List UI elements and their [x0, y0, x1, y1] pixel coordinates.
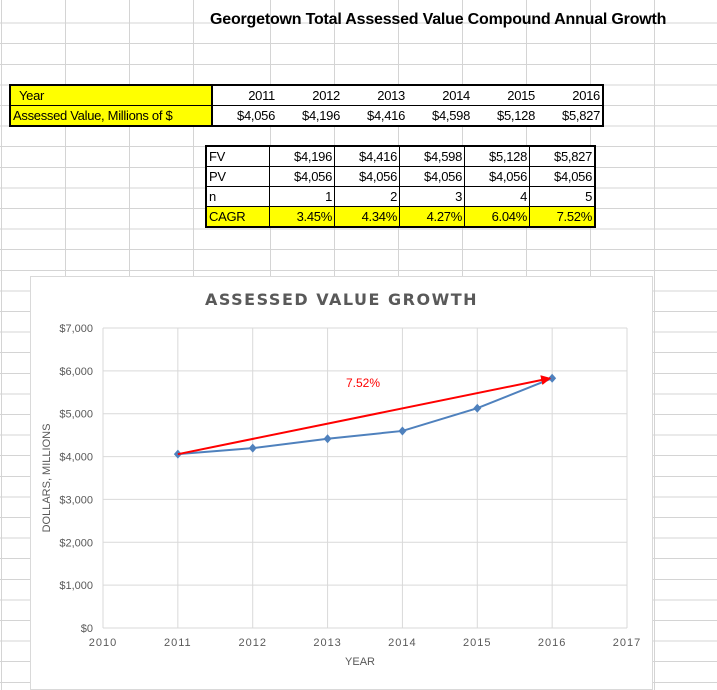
y-tick-label: $6,000	[59, 366, 93, 378]
table-cell[interactable]: $5,128	[464, 145, 530, 167]
y-tick-label: $2,000	[59, 537, 93, 549]
table-cell[interactable]: 4.27%	[399, 206, 465, 228]
table-cell[interactable]: 2	[334, 186, 400, 207]
assessed-value-table: Year 2011 2012 2013 2014 2015 2016 Asses…	[9, 84, 604, 127]
x-axis-label: YEAR	[345, 656, 375, 668]
value-cell[interactable]: $4,056	[212, 105, 278, 126]
table-cell[interactable]: 3	[399, 186, 465, 207]
table-row: PV $4,056 $4,056 $4,056 $4,056 $4,056	[205, 166, 596, 187]
chart-plot: $0 $1,000 $2,000 $3,000 $4,000 $5,000 $6,000 $7…	[41, 323, 641, 668]
cagr-arrow	[177, 375, 552, 456]
table-cell[interactable]: $4,056	[399, 166, 465, 187]
year-label[interactable]: Year	[10, 85, 213, 106]
data-point	[248, 443, 257, 453]
table-cell[interactable]: 5	[529, 186, 596, 207]
y-tick-label: $1,000	[59, 580, 93, 592]
year-cell[interactable]: 2015	[472, 85, 538, 106]
year-cell[interactable]: 2011	[212, 85, 278, 106]
table-row: FV $4,196 $4,416 $4,598 $5,128 $5,827	[205, 145, 596, 167]
value-row: Assessed Value, Millions of $ $4,056 $4,…	[10, 105, 603, 126]
table-cell[interactable]: $4,416	[334, 145, 400, 167]
table-cell[interactable]: 3.45%	[269, 206, 335, 228]
y-tick-label: $7,000	[59, 323, 93, 335]
cagr-table: FV $4,196 $4,416 $4,598 $5,128 $5,827 PV $4,056…	[205, 145, 596, 228]
value-cell[interactable]: $5,827	[537, 105, 603, 126]
x-tick-label: 2014	[388, 637, 416, 649]
x-tick-label: 2017	[613, 637, 641, 649]
y-axis-label: DOLLARS, MILLIONS	[41, 424, 53, 533]
chart-title: ASSESSED VALUE GROWTH	[204, 290, 479, 309]
year-cell[interactable]: 2016	[537, 85, 603, 106]
value-cell[interactable]: $4,416	[342, 105, 408, 126]
cagr-annotation: 7.52%	[346, 376, 380, 390]
value-cell[interactable]: $4,196	[277, 105, 343, 126]
value-label[interactable]: Assessed Value, Millions of $	[10, 105, 213, 126]
table-cell[interactable]: $4,056	[334, 166, 400, 187]
x-tick-label: 2010	[89, 637, 117, 649]
x-tick-label: 2013	[313, 637, 341, 649]
table-cell[interactable]: $4,598	[399, 145, 465, 167]
table-row: CAGR 3.45% 4.34% 4.27% 6.04% 7.52%	[205, 206, 596, 228]
value-cell[interactable]: $5,128	[472, 105, 538, 126]
y-tick-label: $3,000	[59, 494, 93, 506]
y-tick-label: $0	[81, 623, 93, 635]
table-cell[interactable]: $4,056	[529, 166, 596, 187]
year-cell[interactable]: 2012	[277, 85, 343, 106]
table-cell[interactable]: $4,056	[269, 166, 335, 187]
y-tick-label: $4,000	[59, 452, 93, 464]
y-tick-label: $5,000	[59, 409, 93, 421]
table-cell[interactable]: $4,196	[269, 145, 335, 167]
data-point	[323, 434, 332, 444]
table-cell[interactable]: 1	[269, 186, 335, 207]
table-cell[interactable]: 4.34%	[334, 206, 400, 228]
data-point	[398, 426, 407, 436]
value-cell[interactable]: $4,598	[407, 105, 473, 126]
table-cell[interactable]: $4,056	[464, 166, 530, 187]
series-line	[177, 377, 553, 456]
year-cell[interactable]: 2014	[407, 85, 473, 106]
x-tick-label: 2012	[238, 637, 266, 649]
x-tick-label: 2011	[164, 637, 192, 649]
row-label[interactable]: PV	[205, 166, 270, 187]
table-cell[interactable]: 7.52%	[529, 206, 596, 228]
sheet-title: Georgetown Total Assessed Value Compound…	[210, 11, 667, 28]
x-tick-label: 2016	[538, 637, 566, 649]
year-cell[interactable]: 2013	[342, 85, 408, 106]
row-label[interactable]: CAGR	[205, 206, 270, 228]
table-cell[interactable]: 4	[464, 186, 530, 207]
x-tick-label: 2015	[463, 637, 491, 649]
row-label[interactable]: n	[205, 186, 270, 207]
year-row: Year 2011 2012 2013 2014 2015 2016	[10, 85, 603, 106]
data-point	[473, 403, 482, 413]
table-cell[interactable]: $5,827	[529, 145, 596, 167]
row-label[interactable]: FV	[205, 145, 270, 167]
data-point	[173, 449, 182, 459]
table-cell[interactable]: 6.04%	[464, 206, 530, 228]
chart[interactable]: ASSESSED VALUE GROWTH $0 $1,000 $2,000 $3,0…	[30, 276, 653, 690]
